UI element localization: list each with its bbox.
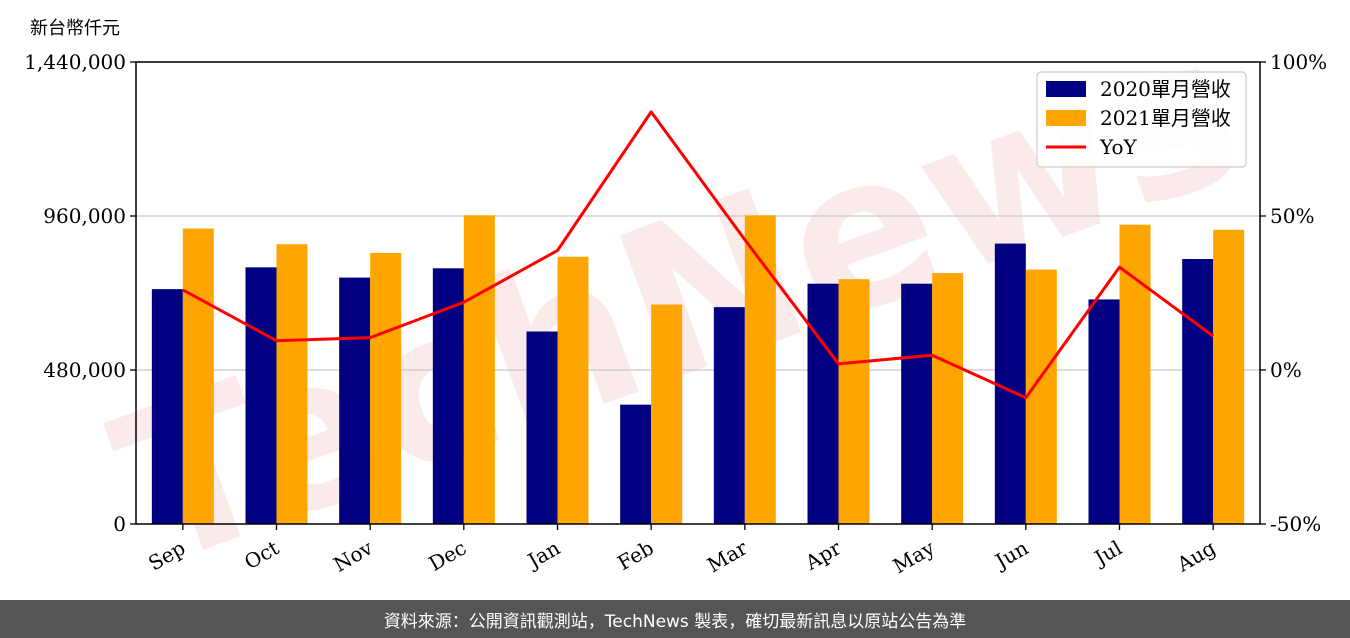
bar-2021-jul [1119, 224, 1151, 524]
bar-2021-jan [557, 256, 589, 524]
legend-label: YoY [1099, 135, 1138, 159]
source-footer: 資料來源：公開資訊觀測站，TechNews 製表，確切最新訊息以原站公告為準 [0, 600, 1350, 638]
y2-tick-label: 50% [1270, 204, 1314, 228]
bar-2020-nov [339, 277, 371, 524]
bar-2020-apr [807, 283, 839, 524]
x-tick-label-jul: Jul [1089, 536, 1126, 571]
y-tick-label: 960,000 [43, 204, 126, 228]
bar-2021-feb [651, 304, 683, 524]
plot-frame [135, 61, 1261, 525]
legend: 2020單月營收 2021單月營收 YoY [1036, 71, 1247, 168]
bar-2021-may [932, 273, 964, 524]
bar-2020-aug [1182, 258, 1214, 524]
legend-box [1036, 71, 1247, 168]
x-tick-label-jun: Jun [989, 535, 1032, 574]
x-tick-label-apr: Apr [800, 535, 845, 575]
bar-2021-nov [370, 252, 402, 525]
bar-2020-jun [994, 243, 1026, 524]
y2-tick-label: -50% [1270, 512, 1321, 536]
bar-2020-feb [620, 404, 652, 524]
bar-2020-jul [1088, 299, 1120, 524]
x-tick-label-dec: Dec [424, 536, 470, 576]
legend-label: 2021單月營收 [1100, 106, 1231, 130]
chart-svg: TechNews0480,000960,0001,440,000-50%0%50… [24, 0, 1327, 600]
bar-2021-dec [463, 215, 495, 524]
bar-2021-oct [276, 244, 308, 524]
bar-2021-aug [1213, 229, 1245, 524]
bar-2021-apr [838, 279, 870, 524]
y-tick-label: 1,440,000 [24, 50, 126, 74]
y2-tick-label: 100% [1270, 50, 1327, 74]
bar-2021-sep [182, 228, 214, 524]
x-tick-label-may: May [889, 535, 939, 578]
bar-2020-may [901, 283, 933, 524]
bar-2020-sep [151, 289, 183, 524]
yoy-line [182, 110, 1215, 400]
legend-swatch [1046, 110, 1086, 126]
x-tick-label-jan: Jan [522, 535, 564, 573]
y-tick-label: 0 [113, 512, 126, 536]
bar-2020-oct [245, 267, 277, 524]
legend-label: 2020單月營收 [1100, 77, 1231, 101]
source-footer-text: 資料來源：公開資訊觀測站，TechNews 製表，確切最新訊息以原站公告為準 [383, 611, 967, 632]
chart: TechNews 0 480,000 960,000 1,440,000 -50% 0% 50… [24, 0, 1327, 600]
bar-2020-mar [713, 307, 745, 524]
y-tick-label: 480,000 [43, 358, 126, 382]
legend-swatch [1046, 81, 1086, 97]
bar-2020-jan [526, 331, 558, 524]
bar-2021-jun [1025, 269, 1057, 524]
x-tick-label-mar: Mar [703, 535, 752, 577]
bar-2021-mar [744, 215, 776, 524]
x-tick-label-feb: Feb [613, 536, 657, 575]
y2-tick-label: 0% [1270, 358, 1302, 382]
y-axis-unit-label: 新台幣仟元 [30, 18, 120, 39]
x-tick-label-aug: Aug [1172, 535, 1220, 576]
